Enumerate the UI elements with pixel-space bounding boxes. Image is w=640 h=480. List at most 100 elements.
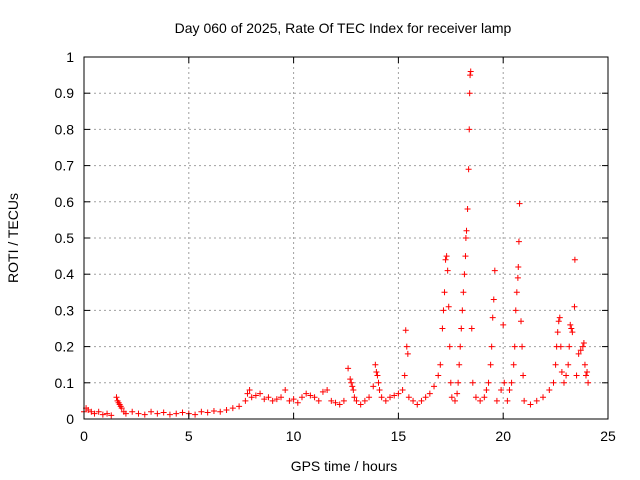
data-point xyxy=(319,388,326,395)
data-point xyxy=(467,72,474,79)
data-point xyxy=(192,411,199,418)
data-point xyxy=(460,289,467,296)
data-point xyxy=(426,390,433,397)
axis-ticks: 0 5 10 15 20 25 0 0.1 0.2 0.3 0.4 0.5 0.6 0.7 0.8 0.9 1 xyxy=(55,49,616,444)
data-point xyxy=(357,401,364,408)
y-tick-label: 0.4 xyxy=(55,266,75,282)
data-point xyxy=(265,394,272,401)
data-point xyxy=(563,372,570,379)
y-axis-label: ROTI / TECUs xyxy=(5,193,21,283)
data-point xyxy=(422,394,429,401)
data-point xyxy=(248,394,255,401)
data-point xyxy=(345,365,352,372)
data-point xyxy=(540,394,547,401)
data-point xyxy=(491,267,498,274)
data-point xyxy=(378,394,385,401)
data-point xyxy=(560,379,567,386)
data-point xyxy=(315,397,322,404)
y-tick-label: 0.1 xyxy=(55,375,75,391)
x-tick-label: 15 xyxy=(391,428,407,444)
data-point xyxy=(519,343,526,350)
data-point xyxy=(108,412,115,419)
data-point xyxy=(324,387,331,394)
y-tick-label: 0.6 xyxy=(55,194,75,210)
data-point xyxy=(435,372,442,379)
data-point xyxy=(252,392,259,399)
data-point xyxy=(511,343,518,350)
data-point xyxy=(366,394,373,401)
data-point xyxy=(391,392,398,399)
data-point xyxy=(403,343,410,350)
data-point xyxy=(472,394,479,401)
x-tick-label: 25 xyxy=(600,428,616,444)
data-point xyxy=(477,397,484,404)
x-axis-label: GPS time / hours xyxy=(291,458,398,474)
data-point xyxy=(448,394,455,401)
data-point xyxy=(557,343,564,350)
data-point xyxy=(554,329,561,336)
data-point xyxy=(513,289,520,296)
data-point xyxy=(387,394,394,401)
data-point xyxy=(437,361,444,368)
data-point xyxy=(464,206,471,213)
data-point xyxy=(257,390,264,397)
data-point xyxy=(242,397,249,404)
data-point xyxy=(447,379,454,386)
data-point xyxy=(336,401,343,408)
data-point xyxy=(585,379,592,386)
x-tick-label: 10 xyxy=(286,428,302,444)
data-point xyxy=(582,372,589,379)
data-point xyxy=(340,397,347,404)
data-point xyxy=(179,409,186,416)
data-point xyxy=(462,235,469,241)
data-point xyxy=(148,408,155,415)
data-point xyxy=(487,361,494,368)
data-point xyxy=(446,343,453,350)
data-point xyxy=(575,350,582,357)
x-tick-label: 0 xyxy=(80,428,88,444)
y-tick-label: 0.5 xyxy=(55,230,75,246)
y-tick-label: 0 xyxy=(66,411,74,427)
data-point xyxy=(440,307,447,314)
data-point xyxy=(375,379,382,386)
data-point xyxy=(445,303,452,310)
data-point xyxy=(374,372,381,379)
data-point xyxy=(558,368,565,375)
data-point xyxy=(567,321,574,328)
data-point xyxy=(141,411,148,418)
data-point xyxy=(571,256,578,263)
data-point xyxy=(571,303,578,310)
x-tick-label: 5 xyxy=(185,428,193,444)
data-point xyxy=(99,411,106,418)
data-point xyxy=(431,383,438,390)
chart-title: Day 060 of 2025, Rate Of TEC Index for r… xyxy=(175,20,512,36)
data-point xyxy=(579,343,586,350)
data-point xyxy=(246,387,253,394)
x-tick-label: 20 xyxy=(495,428,511,444)
data-point xyxy=(510,361,517,368)
data-point xyxy=(353,397,360,404)
data-point xyxy=(533,397,540,404)
data-point xyxy=(404,350,411,357)
data-point xyxy=(465,166,472,173)
data-point xyxy=(556,314,563,321)
data-point xyxy=(410,397,417,404)
data-point xyxy=(298,394,305,401)
data-point xyxy=(347,376,354,383)
data-point xyxy=(294,399,301,406)
data-point xyxy=(303,390,310,397)
data-point xyxy=(88,408,95,415)
data-point xyxy=(236,403,243,410)
data-point xyxy=(405,394,412,401)
data-point xyxy=(488,343,495,350)
data-point xyxy=(454,390,461,397)
data-point xyxy=(332,399,339,406)
y-tick-label: 0.8 xyxy=(55,121,75,137)
data-point xyxy=(401,372,408,379)
data-point xyxy=(457,343,464,350)
data-point xyxy=(441,289,448,296)
data-point xyxy=(311,394,318,401)
data-point xyxy=(469,379,476,386)
data-point xyxy=(85,406,92,413)
data-point xyxy=(278,394,285,401)
